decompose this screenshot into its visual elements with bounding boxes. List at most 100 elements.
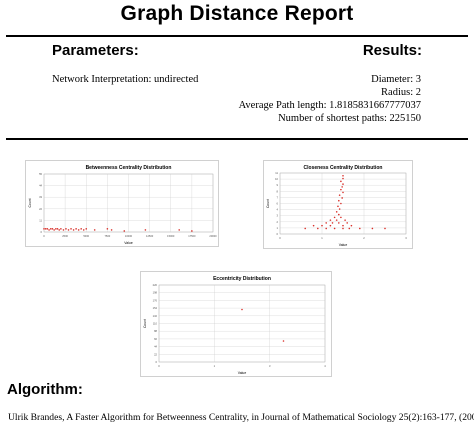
data-point [44,228,47,230]
data-point [325,222,327,224]
data-point [43,228,45,230]
betweenness-centrality-chart: Betweenness Centrality Distribution 0 2500… [25,160,219,247]
y-tick-label: 44 [154,345,157,349]
data-point [75,228,77,230]
eccentricity-chart: Eccentricity Distribution 0 1 3 4 0 22 44 66 88 11… [140,271,332,377]
x-tick-label: 12500 [146,234,154,238]
data-point [348,227,351,230]
data-point [110,229,113,231]
y-tick-label: 11 [39,218,42,222]
y-tick-label: 132 [153,314,158,318]
y-axis-label: Count [143,319,147,328]
data-point [65,228,67,230]
y-tick-label: 55 [39,172,42,176]
data-point [62,229,65,231]
data-point [317,227,319,230]
data-point [335,219,338,221]
closeness-chart-svg: Closeness Centrality Distribution 0 1 2 3 0 1 2… [266,165,407,247]
data-point [82,229,85,231]
data-point [56,228,59,230]
data-point [123,230,126,232]
data-point [53,229,55,231]
x-axis-label: Value [124,241,133,245]
x-tick-label: 1 [214,364,216,368]
middle-divider [6,138,468,140]
algorithm-heading: Algorithm: [7,381,83,398]
data-point [342,174,344,177]
y-tick-label: 11 [275,171,278,175]
y-tick-label: 176 [153,298,158,302]
data-point [67,229,70,231]
y-tick-label: 1 [277,226,279,230]
data-point [346,222,348,224]
chart-title: Betweenness Centrality Distribution [86,165,172,171]
data-point [340,202,342,205]
data-point [60,228,62,230]
algorithm-citation: Ulrik Brandes, A Faster Algorithm for Be… [8,412,474,423]
x-tick-label: 2 [363,236,365,240]
data-point [191,230,193,232]
betweenness-chart-svg: Betweenness Centrality Distribution 0 2500… [28,165,217,245]
y-tick-label: 220 [153,283,158,287]
y-tick-label: 44 [39,184,42,188]
data-point [350,224,353,227]
y-tick-label: 0 [41,230,43,234]
y-tick-label: 154 [153,306,158,310]
data-point [49,228,52,230]
data-point [46,228,49,230]
data-point [338,222,340,224]
y-tick-label: 198 [153,291,158,295]
y-tick-label: 9 [277,183,279,187]
y-tick-label: 4 [277,208,279,212]
y-tick-label: 3 [277,214,279,218]
y-axis-label: Count [266,199,270,208]
data-point [333,216,336,219]
data-point [77,229,80,231]
data-point [359,227,361,230]
data-point [312,224,315,227]
x-tick-label: 4 [324,364,326,368]
data-point [106,228,109,230]
data-point [338,194,341,196]
data-point [342,191,344,194]
data-point [338,199,340,202]
x-tick-label: 2500 [62,234,68,238]
x-tick-label: 20000 [209,234,217,238]
data-point [93,229,96,231]
data-point [72,229,75,231]
x-tick-label: 1 [321,236,323,240]
y-tick-label: 88 [154,329,157,333]
radius-value: Radius: 2 [381,87,421,98]
data-point [325,227,327,230]
chart-title: Eccentricity Distribution [213,276,271,282]
network-interpretation: Network Interpretation: undirected [52,74,199,85]
x-tick-label: 7500 [104,234,110,238]
x-tick-label: 10000 [125,234,133,238]
data-point [329,224,332,227]
results-heading: Results: [362,42,422,59]
parameters-heading: Parameters: [52,42,139,59]
data-point [371,227,374,230]
data-point [48,229,50,231]
shortest-paths-value: Number of shortest paths: 225150 [278,113,421,124]
data-point [329,219,332,221]
x-tick-label: 5000 [83,234,89,238]
data-point [384,227,386,230]
chart-title: Closeness Centrality Distribution [304,165,383,171]
data-point [282,340,285,342]
eccentricity-chart-svg: Eccentricity Distribution 0 1 3 4 0 22 44 66 88 11… [143,276,326,375]
y-axis-label: Count [28,198,32,207]
data-point [342,183,344,185]
data-point [340,188,342,191]
data-point [51,228,54,230]
data-point [241,308,243,311]
x-tick-label: 17500 [188,234,196,238]
x-axis-label: Value [238,371,247,375]
y-tick-label: 2 [277,220,279,224]
data-point [342,224,344,227]
y-tick-label: 0 [156,360,158,364]
data-point [342,177,344,180]
data-point [58,229,61,231]
y-tick-label: 7 [277,195,279,199]
data-point [341,197,343,199]
